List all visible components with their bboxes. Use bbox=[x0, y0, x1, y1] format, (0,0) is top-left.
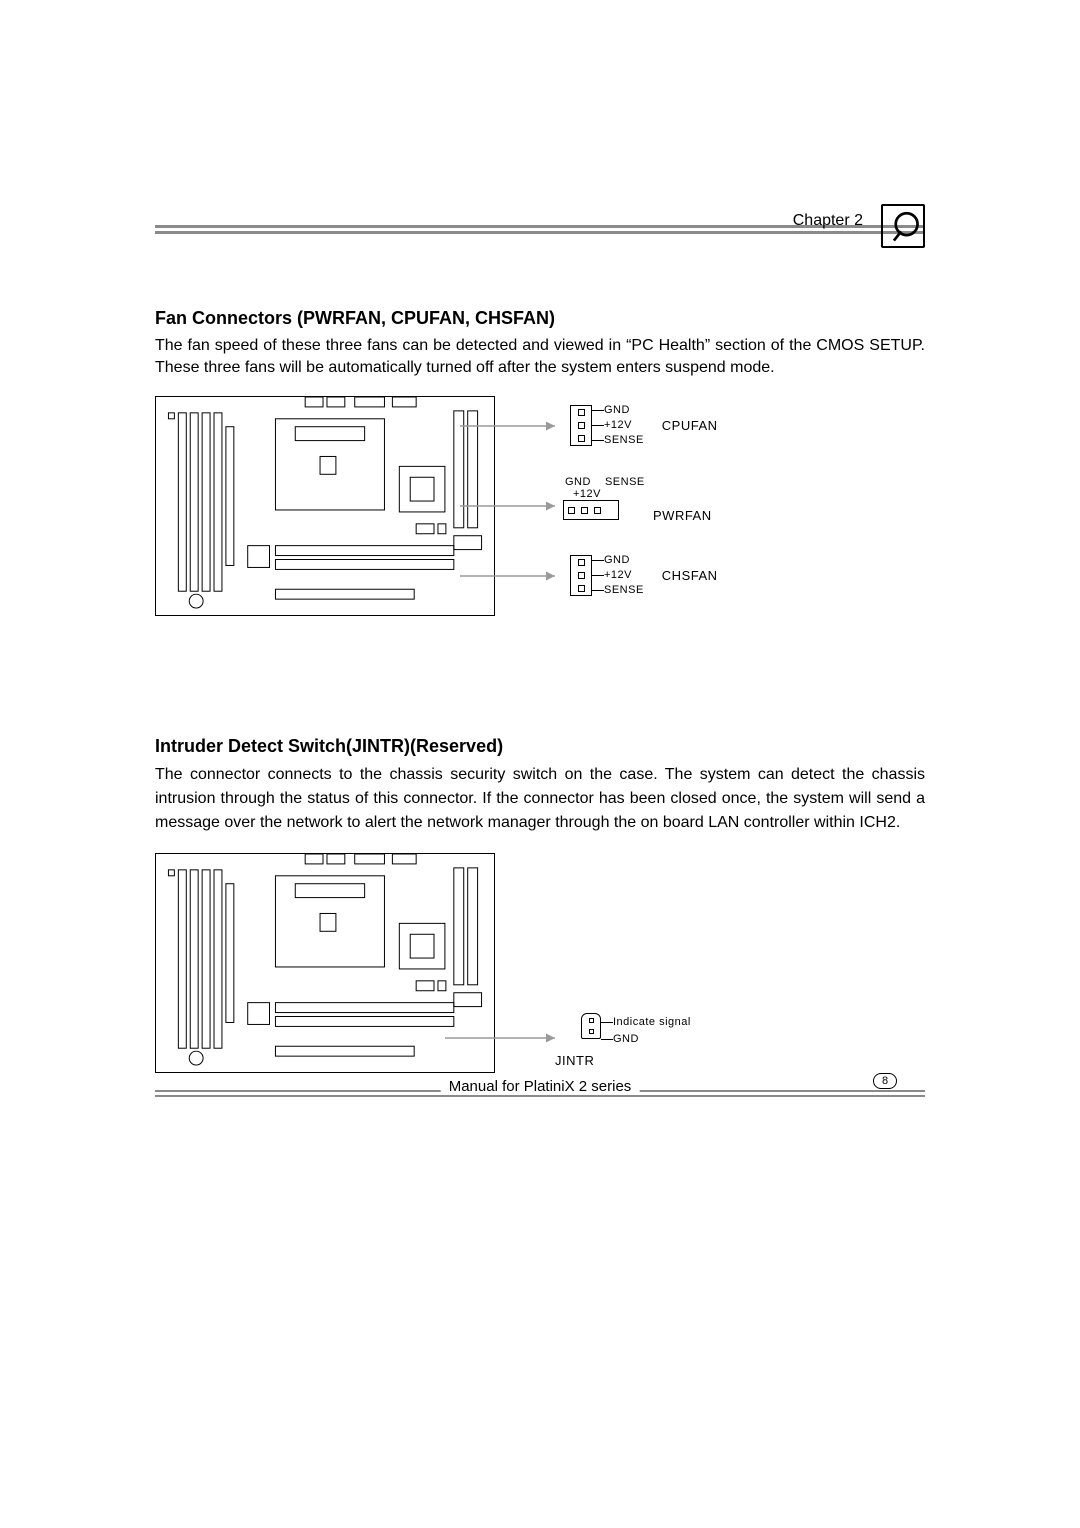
motherboard-diagram-icon bbox=[155, 396, 495, 616]
section1-body: The fan speed of these three fans can be… bbox=[155, 335, 925, 378]
pin-label: SENSE bbox=[604, 434, 644, 446]
connector-name: CPUFAN bbox=[662, 418, 718, 433]
connector-name: JINTR bbox=[555, 1053, 594, 1068]
pin-label: GND bbox=[613, 1033, 639, 1045]
pin-label: GND bbox=[604, 404, 630, 416]
connector-name: CHSFAN bbox=[662, 568, 718, 583]
motherboard-diagram-icon bbox=[155, 853, 495, 1073]
section2-body: The connector connects to the chassis se… bbox=[155, 763, 925, 835]
page-number: 8 bbox=[873, 1073, 897, 1089]
page-footer: Manual for PlatiniX 2 series 8 bbox=[155, 1090, 925, 1118]
chsfan-pinout bbox=[570, 555, 592, 596]
pin-label: Indicate signal bbox=[613, 1016, 691, 1028]
pin-label: GND bbox=[565, 476, 591, 488]
cpufan-pinout bbox=[570, 405, 592, 446]
brand-logo-icon bbox=[881, 204, 925, 248]
pin-label: SENSE bbox=[605, 476, 645, 488]
pin-label: +12V bbox=[604, 569, 632, 581]
footer-text: Manual for PlatiniX 2 series bbox=[441, 1078, 640, 1095]
pwrfan-pinout bbox=[563, 500, 619, 520]
section2-title: Intruder Detect Switch(JINTR)(Reserved) bbox=[155, 736, 925, 757]
pin-label: +12V bbox=[604, 419, 632, 431]
jintr-pinout bbox=[581, 1013, 601, 1039]
pin-label: GND bbox=[604, 554, 630, 566]
figure-jintr: Indicate signal GND JINTR bbox=[155, 853, 925, 1083]
figure-fan-connectors: GND +12V SENSE CPUFAN GND SENSE +12V PWR… bbox=[155, 396, 925, 636]
section1-title: Fan Connectors (PWRFAN, CPUFAN, CHSFAN) bbox=[155, 308, 925, 329]
pin-label: SENSE bbox=[604, 584, 644, 596]
connector-name: PWRFAN bbox=[653, 508, 712, 523]
chapter-label: Chapter 2 bbox=[793, 212, 863, 230]
pin-label: +12V bbox=[573, 488, 645, 500]
